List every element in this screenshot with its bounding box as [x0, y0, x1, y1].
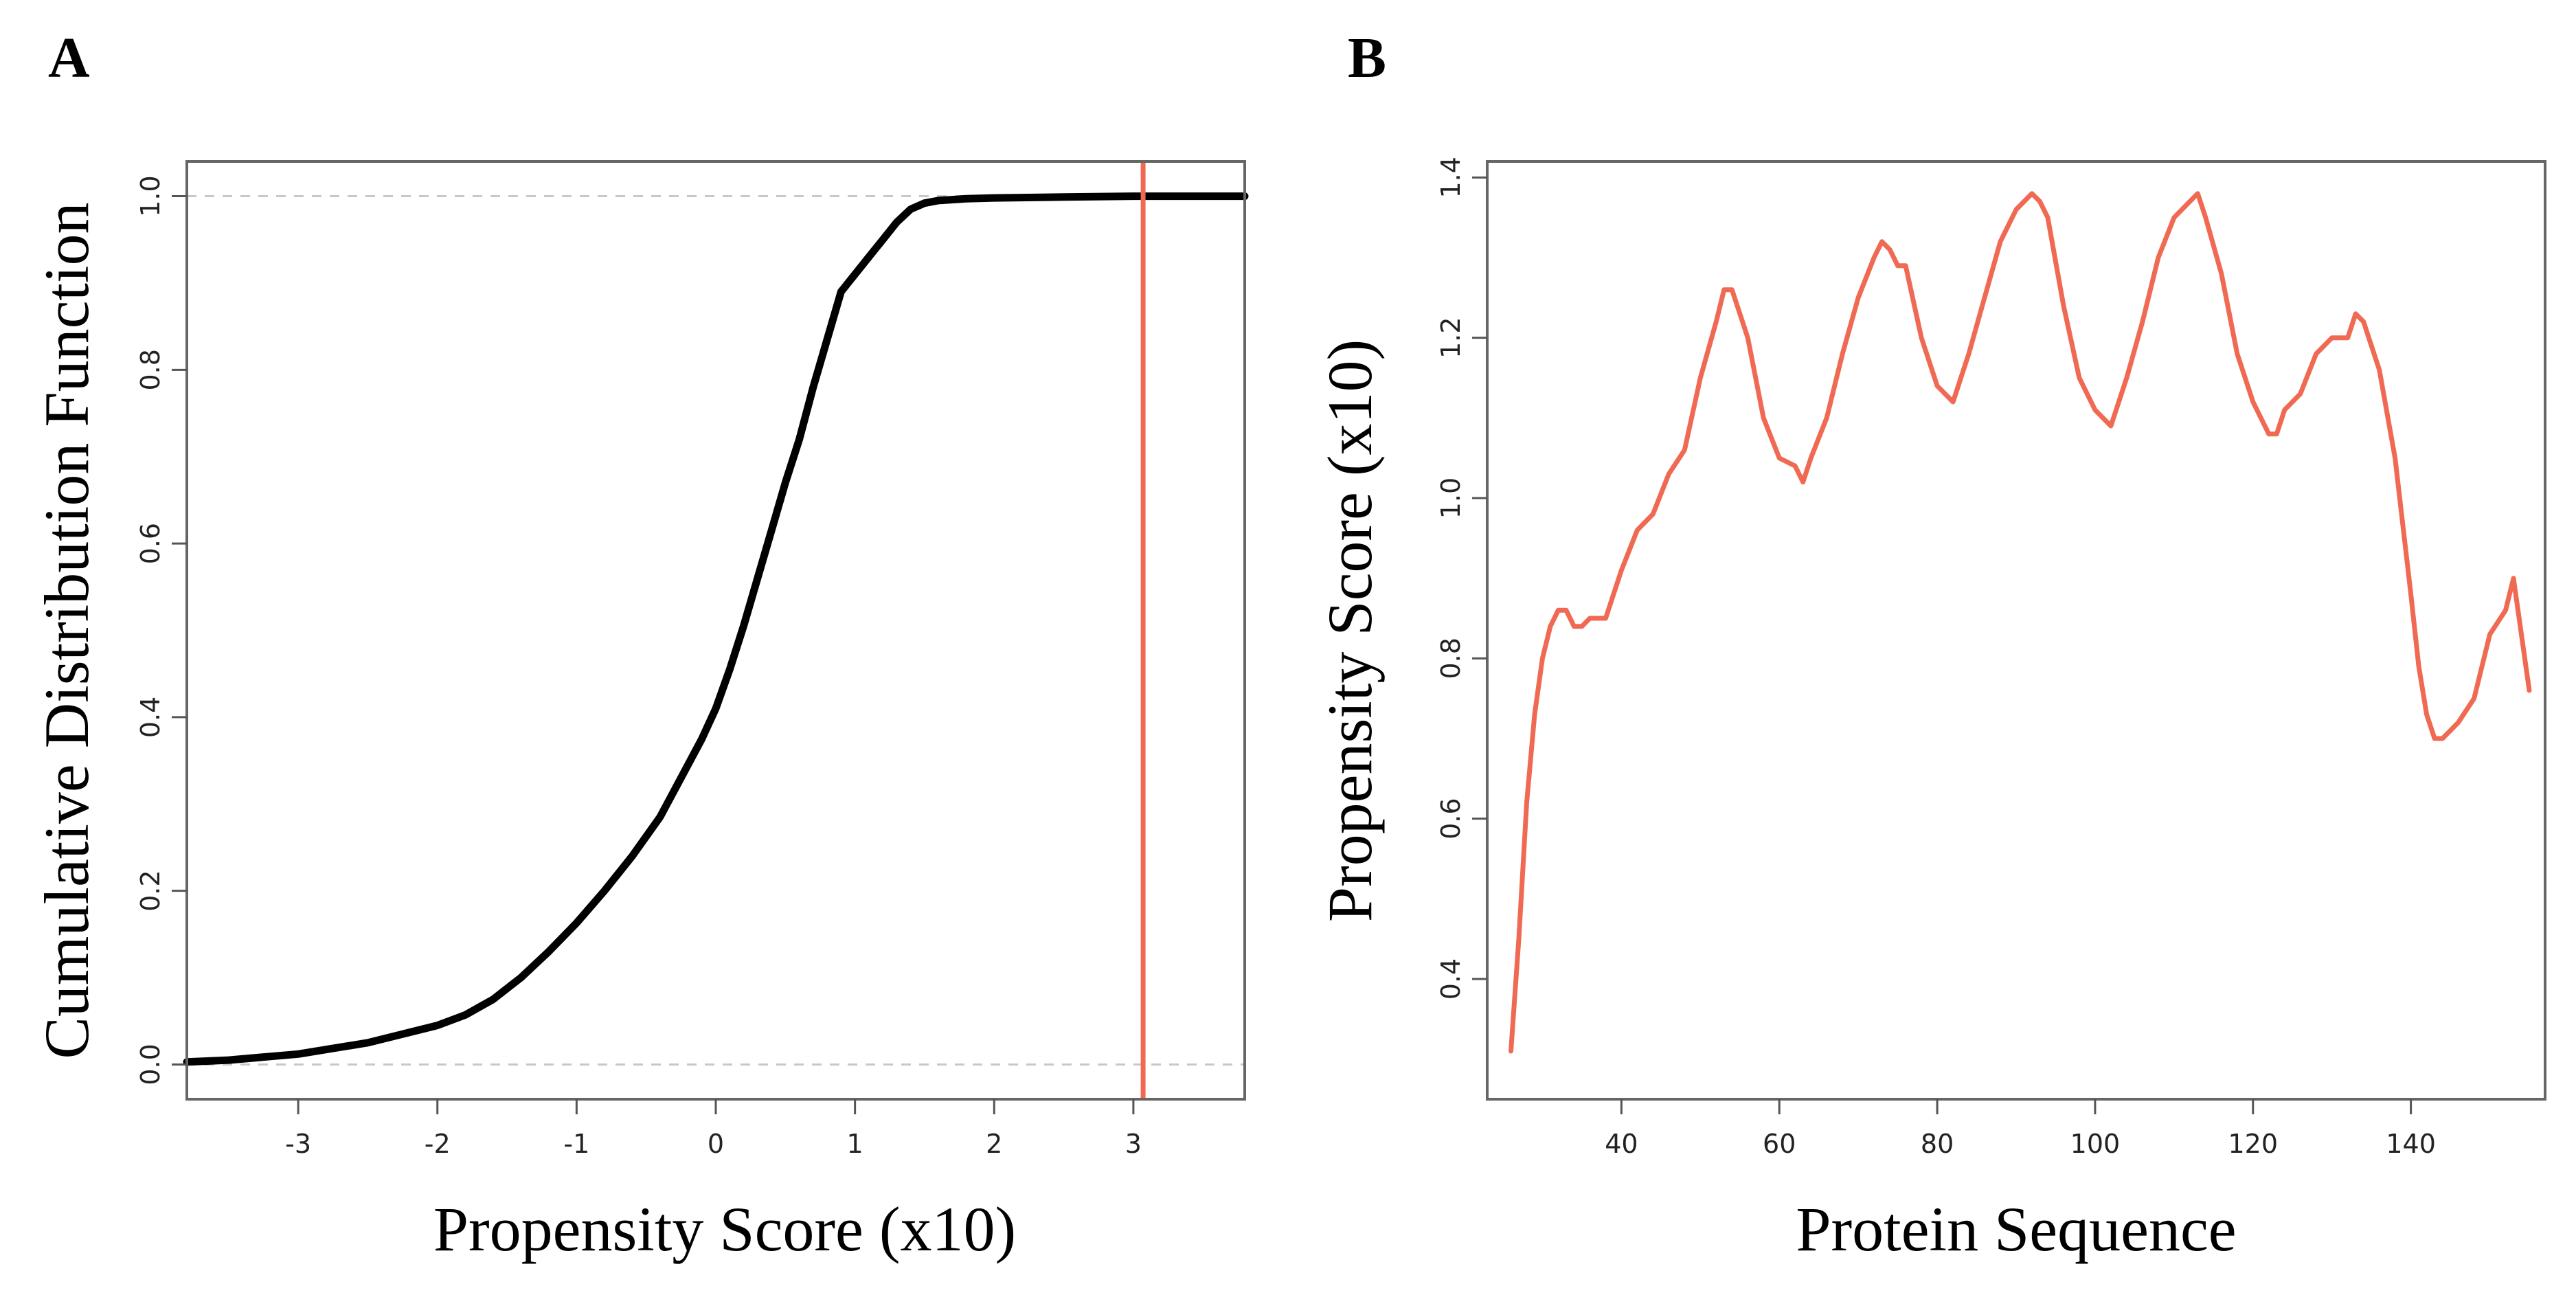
panel-b-y-tick-label-2: 0.8: [1436, 638, 1466, 679]
panel-a-y-tick-label-3: 0.6: [135, 523, 166, 564]
panel-a-letter: A: [48, 26, 90, 90]
panel-b-y-tick-label-5: 1.4: [1436, 157, 1466, 198]
panel-a-x-tick-label-0: -3: [285, 1129, 311, 1159]
panel-b-x-tick-label-4: 120: [2228, 1129, 2279, 1159]
panel-b-x-tick-label-0: 40: [1605, 1129, 1638, 1159]
panel-b-plot-frame: [1486, 160, 2546, 1101]
panel-a-x-axis-title: Propensity Score (x10): [433, 1194, 1016, 1264]
panel-a-y-ticks: 0.0 0.2 0.4 0.6 0.8 1.0: [135, 175, 187, 1085]
panel-a-reference-lines: [187, 195, 1245, 1066]
panel-b-plot-marks: [1509, 191, 2532, 1054]
panel-b-y-ticks: 0.4 0.6 0.8 1.0 1.2 1.4: [1436, 157, 1487, 1000]
panel-a-x-tick-label-5: 2: [986, 1129, 1002, 1159]
panel-a-x-ticks: -3 -2 -1 0 1 2 3: [285, 1099, 1142, 1159]
panel-b-x-tick-label-1: 60: [1763, 1129, 1796, 1159]
panel-b-x-tick-label-5: 140: [2386, 1129, 2436, 1159]
panel-b-profile-line: [1509, 191, 2532, 1054]
panel-a: A -3 -2 -1 0 1 2 3 0.0 0.2 0.4 0.6 0.8 1.0 Propensi…: [32, 26, 1249, 1264]
panel-a-x-tick-label-1: -2: [425, 1129, 451, 1159]
panel-a-x-tick-label-6: 3: [1125, 1129, 1142, 1159]
panel-b: B 40 60 80 100 120 140 0.4 0.6 0.8 1.0 1.2 1.4 Pro…: [1315, 26, 2546, 1264]
panel-b-x-tick-label-3: 100: [2070, 1129, 2121, 1159]
panel-b-y-tick-label-1: 0.6: [1436, 798, 1466, 839]
panel-a-plot-marks: [183, 161, 1249, 1099]
panel-b-x-axis-title: Protein Sequence: [1796, 1194, 2236, 1264]
panel-b-x-tick-label-2: 80: [1921, 1129, 1954, 1159]
panel-b-y-tick-label-4: 1.2: [1436, 317, 1466, 358]
panel-a-y-tick-label-0: 0.0: [135, 1044, 166, 1085]
panel-a-x-tick-label-4: 1: [847, 1129, 863, 1159]
panel-a-y-axis-title: Cumulative Distribution Function: [32, 202, 102, 1059]
panel-a-x-tick-label-2: -1: [563, 1129, 589, 1159]
panel-a-cdf-line: [183, 192, 1249, 1066]
panel-a-x-tick-label-3: 0: [708, 1129, 724, 1159]
panel-a-y-tick-label-5: 1.0: [135, 175, 166, 216]
panel-a-plot-frame: [185, 160, 1246, 1101]
panel-b-y-tick-label-0: 0.4: [1436, 958, 1466, 1000]
panel-a-y-tick-label-4: 0.8: [135, 349, 166, 390]
panel-b-letter: B: [1348, 26, 1386, 90]
panel-b-x-ticks: 40 60 80 100 120 140: [1605, 1099, 2436, 1159]
panel-a-y-tick-label-1: 0.2: [135, 870, 166, 911]
panel-a-y-tick-label-2: 0.4: [135, 697, 166, 738]
panel-b-y-tick-label-3: 1.0: [1436, 477, 1466, 519]
panel-b-y-axis-title: Propensity Score (x10): [1315, 339, 1385, 922]
